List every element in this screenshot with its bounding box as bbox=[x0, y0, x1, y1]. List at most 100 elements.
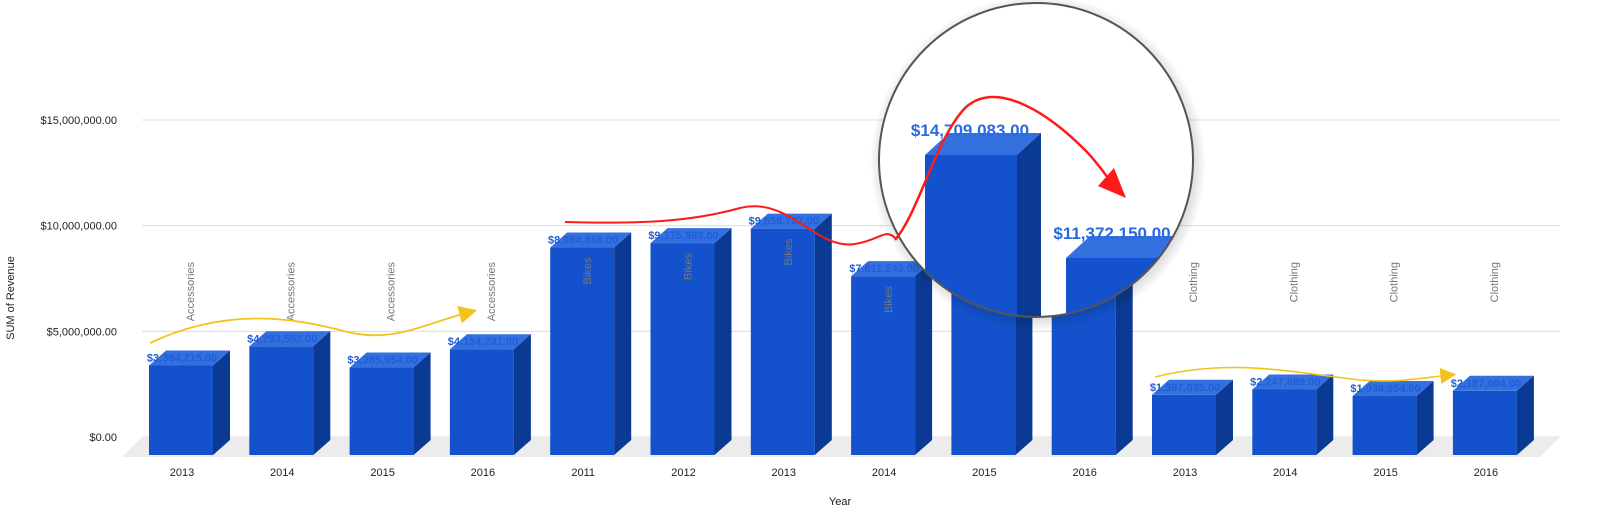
bar-front bbox=[650, 243, 715, 455]
bar bbox=[349, 352, 431, 455]
data-label: $8,964,888.00 bbox=[548, 235, 618, 247]
x-tick-label: 2013 bbox=[772, 467, 796, 479]
group-label: Bikes bbox=[883, 286, 895, 313]
red-arrow-head bbox=[1098, 168, 1126, 198]
bar-top bbox=[550, 232, 632, 248]
bar bbox=[249, 331, 331, 455]
annotation-arrows bbox=[149, 205, 1457, 384]
bar-top bbox=[750, 213, 832, 229]
bar-side bbox=[313, 331, 331, 455]
data-label: $3,384,215.00 bbox=[147, 352, 217, 364]
bar bbox=[149, 350, 230, 455]
y-tick-label: $5,000,000.00 bbox=[47, 326, 117, 338]
y-tick-label: $0.00 bbox=[89, 432, 117, 444]
bar bbox=[1252, 374, 1334, 455]
data-label: $2,187,004.00 bbox=[1451, 378, 1521, 390]
magnified-data-label: $11,372,150.00 bbox=[1053, 224, 1170, 243]
x-axis-title: Year bbox=[829, 496, 852, 508]
bar bbox=[1152, 379, 1233, 455]
magnified-bar-side bbox=[1017, 133, 1041, 317]
data-label: $1,997,035.00 bbox=[1150, 382, 1220, 394]
bar-top bbox=[449, 334, 531, 350]
magnified-bar-top bbox=[925, 133, 1041, 155]
bar-side bbox=[614, 232, 632, 455]
y-axis-tick-labels: $0.00 $5,000,000.00 $10,000,000.00 $15,000,… bbox=[41, 115, 117, 444]
x-tick-label: 2015 bbox=[972, 467, 996, 479]
y-tick-label: $10,000,000.00 bbox=[41, 221, 117, 233]
bar-side bbox=[1516, 375, 1534, 455]
bar-front bbox=[550, 247, 615, 455]
bar-side bbox=[814, 213, 832, 455]
bar bbox=[449, 334, 531, 455]
bar-side bbox=[513, 334, 531, 455]
group-labels: Accessories Accessories Accessories Accesso… bbox=[185, 136, 1501, 322]
bar-side bbox=[213, 350, 230, 455]
data-label: $2,247,889.00 bbox=[1250, 376, 1320, 388]
x-tick-label: 2016 bbox=[471, 467, 495, 479]
bar-front bbox=[851, 276, 916, 455]
bar-top bbox=[349, 352, 431, 368]
bar-front bbox=[1152, 394, 1216, 455]
bar-side bbox=[714, 228, 732, 455]
group-label: Accessories bbox=[285, 262, 297, 322]
bar-top bbox=[1252, 374, 1334, 390]
magnified-bar-top bbox=[1066, 236, 1182, 258]
data-label: $3,285,954.00 bbox=[347, 355, 417, 367]
bar-front bbox=[1452, 390, 1517, 455]
group-label: Clothing bbox=[1188, 262, 1200, 302]
x-tick-label: 2013 bbox=[170, 467, 194, 479]
group-label: Accessories bbox=[386, 262, 398, 322]
bar-front bbox=[449, 349, 514, 455]
peak-decline-arrow bbox=[894, 95, 1126, 241]
group-label: Bikes bbox=[582, 257, 594, 284]
floor-plane bbox=[122, 437, 1560, 457]
x-tick-label: 2015 bbox=[370, 467, 394, 479]
group-label: Clothing bbox=[1489, 262, 1501, 302]
chart-floor bbox=[122, 437, 1560, 457]
y-tick-label: $15,000,000.00 bbox=[41, 115, 117, 127]
x-tick-label: 2012 bbox=[671, 467, 695, 479]
data-label: $4,293,592.00 bbox=[247, 333, 317, 345]
x-tick-label: 2015 bbox=[1373, 467, 1397, 479]
bar-front bbox=[249, 346, 314, 455]
magnified-data-label: $14,709,083.00 bbox=[911, 121, 1029, 140]
data-label: $9,175,983.00 bbox=[648, 230, 718, 242]
data-labels: $3,384,215.00 $4,293,592.00 $3,285,954.00 $… bbox=[147, 113, 1521, 395]
data-label: $9,858,787.00 bbox=[749, 216, 819, 228]
magnifier-ring bbox=[878, 2, 1194, 318]
bar-top bbox=[1152, 379, 1233, 395]
bar bbox=[550, 232, 632, 455]
bar-side bbox=[1216, 379, 1233, 455]
bar bbox=[750, 213, 832, 455]
group-label: Clothing bbox=[1288, 262, 1300, 302]
group-label: Accessories bbox=[185, 262, 197, 322]
bar-front bbox=[1252, 389, 1317, 455]
bar-side bbox=[915, 261, 933, 455]
group-label: Bikes bbox=[683, 253, 695, 280]
x-tick-label: 2014 bbox=[1273, 467, 1297, 479]
magnifier-content: $14,709,083.00 $11,372,150.00 bbox=[911, 121, 1182, 317]
bar bbox=[650, 228, 732, 455]
bar-front bbox=[1352, 396, 1417, 455]
bar bbox=[1452, 375, 1534, 455]
x-tick-label: 2016 bbox=[1474, 467, 1498, 479]
clothing-trend-arrow bbox=[1154, 366, 1457, 384]
group-label: Accessories bbox=[486, 262, 498, 322]
x-tick-label: 2011 bbox=[571, 467, 595, 479]
accessories-trend-arrow bbox=[149, 306, 477, 344]
bar-top bbox=[650, 228, 732, 244]
bars-layer bbox=[149, 111, 1534, 456]
bar-top bbox=[249, 331, 331, 347]
bar-side bbox=[413, 352, 431, 455]
x-tick-label: 2014 bbox=[270, 467, 294, 479]
y-axis-title: SUM of Revenue bbox=[5, 256, 17, 340]
bar-front bbox=[349, 367, 414, 455]
data-label: $4,154,231.00 bbox=[448, 336, 518, 348]
x-tick-label: 2013 bbox=[1173, 467, 1197, 479]
x-tick-label: 2016 bbox=[1072, 467, 1096, 479]
x-tick-label: 2014 bbox=[872, 467, 896, 479]
bar-front bbox=[750, 228, 815, 455]
bar-top bbox=[1352, 381, 1434, 397]
bar bbox=[1352, 381, 1434, 455]
data-label: $7,611,243.00 bbox=[849, 263, 919, 275]
